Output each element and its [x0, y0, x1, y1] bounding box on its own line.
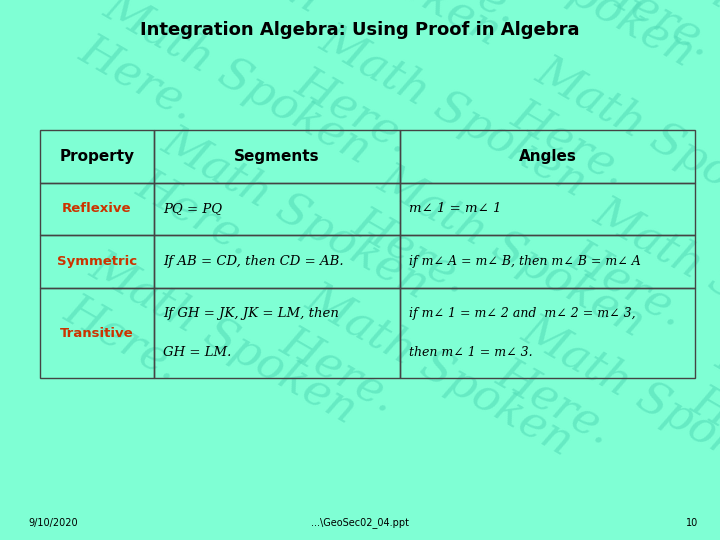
Bar: [400, 183, 695, 235]
Text: 9/10/2020: 9/10/2020: [29, 518, 78, 528]
Text: PQ = PQ: PQ = PQ: [163, 202, 222, 215]
Text: Property: Property: [59, 148, 135, 164]
Text: Integration Algebra: Using Proof in Algebra: Integration Algebra: Using Proof in Alge…: [140, 21, 580, 39]
Text: Math Spoken
Here.: Math Spoken Here.: [72, 0, 379, 216]
Text: If GH = JK, JK = LM, then: If GH = JK, JK = LM, then: [163, 307, 339, 320]
Text: Math Spoken
Here.: Math Spoken Here.: [562, 190, 720, 421]
Bar: [40, 130, 154, 183]
Bar: [40, 288, 154, 378]
Text: if m∠ 1 = m∠ 2 and  m∠ 2 = m∠ 3,: if m∠ 1 = m∠ 2 and m∠ 2 = m∠ 3,: [408, 307, 635, 320]
Bar: [154, 183, 400, 235]
Bar: [400, 288, 695, 378]
Text: Reflexive: Reflexive: [62, 202, 132, 215]
Text: Angles: Angles: [518, 148, 576, 164]
Text: Math Spoken
Here.: Math Spoken Here.: [396, 0, 703, 119]
Text: Math Spoken
Here.: Math Spoken Here.: [274, 276, 580, 508]
Text: Math Spoken
Here.: Math Spoken Here.: [490, 309, 720, 540]
Text: Math Spoken
Here.: Math Spoken Here.: [202, 0, 508, 97]
Text: Transitive: Transitive: [60, 327, 134, 340]
Text: 10: 10: [686, 518, 698, 528]
Bar: [400, 130, 695, 183]
Text: m∠ 1 = m∠ 1: m∠ 1 = m∠ 1: [408, 202, 501, 215]
Text: Math Spoken
Here.: Math Spoken Here.: [504, 50, 720, 281]
Bar: [154, 130, 400, 183]
Text: If AB = CD, then CD = AB.: If AB = CD, then CD = AB.: [163, 255, 343, 268]
Bar: [400, 235, 695, 288]
Bar: [40, 235, 154, 288]
Bar: [154, 288, 400, 378]
Text: GH = LM.: GH = LM.: [163, 346, 231, 360]
Text: then m∠ 1 = m∠ 3.: then m∠ 1 = m∠ 3.: [408, 346, 532, 360]
Text: Math Spoken
Here.: Math Spoken Here.: [590, 0, 720, 151]
Text: Math Spoken
Here.: Math Spoken Here.: [346, 158, 652, 389]
Bar: [154, 235, 400, 288]
Bar: [40, 183, 154, 235]
Text: Math Spoken
Here.: Math Spoken Here.: [288, 17, 595, 248]
Text: Math Spoken
Here.: Math Spoken Here.: [22, 0, 328, 65]
Text: Symmetric: Symmetric: [57, 255, 137, 268]
Text: Segments: Segments: [234, 148, 320, 164]
Text: Math Spoken
Here.: Math Spoken Here.: [130, 120, 436, 351]
Text: if m∠ A = m∠ B, then m∠ B = m∠ A: if m∠ A = m∠ B, then m∠ B = m∠ A: [408, 255, 640, 268]
Text: Math Spoken
Here.: Math Spoken Here.: [684, 336, 720, 540]
Text: ...\GeoSec02_04.ppt: ...\GeoSec02_04.ppt: [311, 517, 409, 528]
Text: Math Spoken
Here.: Math Spoken Here.: [58, 244, 364, 475]
